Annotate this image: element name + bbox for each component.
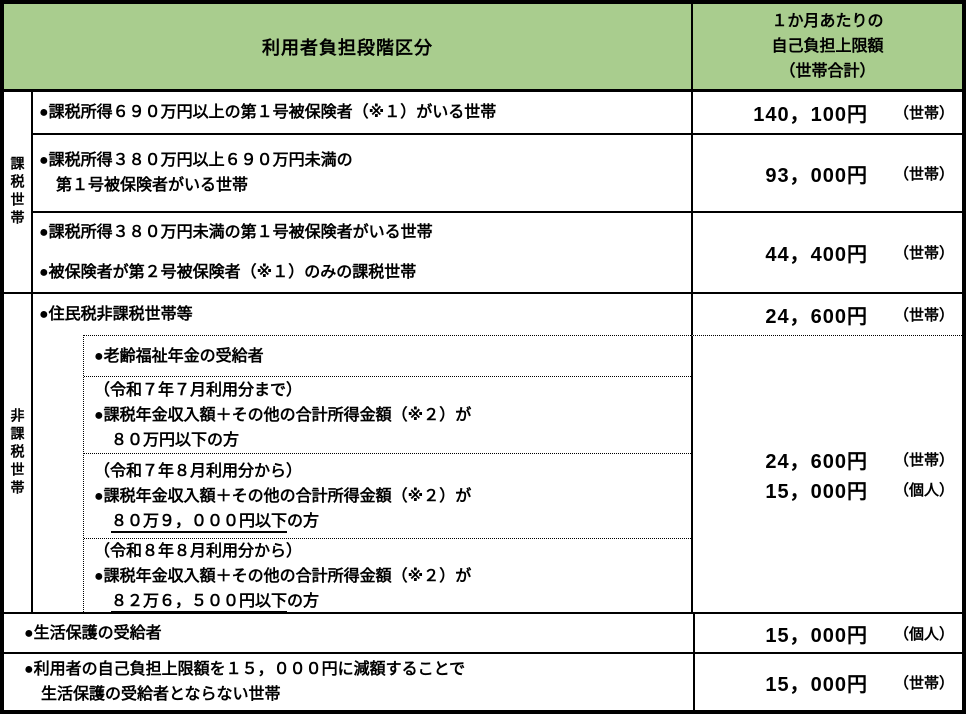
- amount-unit: （個人）: [893, 625, 954, 643]
- group-label-nontaxable-text: 非課税世帯: [9, 408, 26, 498]
- row-amount-cell: 140，100円 （世帯）: [691, 92, 962, 133]
- table-row: ●課税所得６９０万円以上の第１号被保険者（※１）がいる世帯 140，100円 （…: [33, 92, 962, 135]
- group-label-taxable-text: 課税世帯: [9, 156, 26, 228]
- row-desc: ●課税所得６９０万円以上の第１号被保険者（※１）がいる世帯: [39, 104, 497, 121]
- table-row: ●住民税非課税世帯等 24，600円 （世帯）: [33, 294, 962, 335]
- section-nontaxable-rows: ●住民税非課税世帯等 24，600円 （世帯） ●老齢福祉年金の受給者 （令和７…: [33, 294, 962, 613]
- amount-unit: （世帯）: [893, 451, 954, 469]
- header-limit-line3: （世帯合計）: [779, 63, 876, 80]
- row-desc: ●課税所得３８０万円未満の第１号被保険者がいる世帯 ●被保険者が第２号被保険者（…: [39, 224, 433, 281]
- header-limit-line1: １か月あたりの: [771, 13, 884, 30]
- amount-value: 15，000円: [765, 624, 868, 647]
- amount-unit: （世帯）: [893, 245, 954, 262]
- row-desc: ●課税所得３８０万円以上６９０万円未満の 第１号被保険者がいる世帯: [39, 152, 353, 194]
- amount-value: 140，100円: [753, 104, 868, 126]
- row-public-assistance: ●生活保護の受給者 15，000円 （個人）: [4, 614, 962, 654]
- inner-note-box: ●老齢福祉年金の受給者 （令和７年７月利用分まで） ●課税年金収入額＋その他の合…: [83, 335, 691, 613]
- row-amount-cell: 15，000円 （個人）: [693, 614, 962, 652]
- inner-row-until-jul-r7: （令和７年７月利用分まで） ●課税年金収入額＋その他の合計所得金額（※２）が ８…: [84, 376, 691, 453]
- group-label-taxable: 課税世帯: [4, 92, 33, 292]
- inner-row-pension-recipient: ●老齢福祉年金の受給者: [94, 347, 264, 365]
- row-amount-cell: 44，400円 （世帯）: [691, 213, 962, 292]
- header-limit-line2: 自己負担上限額: [771, 38, 884, 55]
- header-col-categories: 利用者負担段階区分: [4, 4, 693, 89]
- amount-unit: （世帯）: [893, 165, 954, 183]
- header-col-monthly-limit: １か月あたりの 自己負担上限額 （世帯合計）: [693, 4, 962, 89]
- amount-unit: （個人）: [893, 481, 954, 499]
- amount-value: 44，400円: [765, 244, 868, 266]
- amount-unit: （世帯）: [893, 105, 954, 122]
- amount-unit: （世帯）: [893, 307, 954, 324]
- row-amount-cell: 15，000円 （世帯）: [693, 654, 962, 710]
- inner-row-from-aug-r8: （令和８年８月利用分から） ●課税年金収入額＋その他の合計所得金額（※２）が ８…: [84, 538, 691, 613]
- table-row: ●課税所得３８０万円未満の第１号被保険者がいる世帯 ●被保険者が第２号被保険者（…: [33, 213, 962, 292]
- underlined-threshold: ８０万９，０００円以下: [111, 512, 288, 533]
- amount-value: 24，600円: [765, 450, 868, 473]
- row-desc: ●住民税非課税世帯等: [39, 306, 193, 323]
- amount-value: 15，000円: [765, 480, 868, 503]
- amount-value: 15，000円: [765, 673, 868, 696]
- nontaxable-detail-area: ●老齢福祉年金の受給者 （令和７年７月利用分まで） ●課税年金収入額＋その他の合…: [33, 335, 962, 613]
- amount-unit: （世帯）: [893, 674, 954, 692]
- row-amount-cell: 93，000円 （世帯）: [691, 135, 962, 211]
- amount-value: 24，600円: [765, 306, 868, 328]
- section-taxable: 課税世帯 ●課税所得６９０万円以上の第１号被保険者（※１）がいる世帯 140，1…: [4, 92, 962, 294]
- row-desc: ●生活保護の受給者: [24, 624, 162, 642]
- row-amount-cell: 24，600円 （世帯）: [691, 294, 962, 335]
- row-desc: ●利用者の自己負担上限額を１５，０００円に減額することで 生活保護の受給者となら…: [24, 661, 466, 703]
- nontaxable-detail-desc: ●老齢福祉年金の受給者 （令和７年７月利用分まで） ●課税年金収入額＋その他の合…: [33, 335, 691, 613]
- section-taxable-rows: ●課税所得６９０万円以上の第１号被保険者（※１）がいる世帯 140，100円 （…: [33, 92, 962, 292]
- table-header-row: 利用者負担段階区分 １か月あたりの 自己負担上限額 （世帯合計）: [4, 4, 962, 92]
- inner-row-from-aug-r7: （令和７年８月利用分から） ●課税年金収入額＋その他の合計所得金額（※２）が ８…: [84, 453, 691, 538]
- table-row: ●課税所得３８０万円以上６９０万円未満の 第１号被保険者がいる世帯 93，000…: [33, 135, 962, 213]
- amount-value: 93，000円: [765, 164, 868, 187]
- merged-amount-cell: 24，600円 （世帯） 15，000円 （個人）: [691, 335, 962, 612]
- section-nontaxable: 非課税世帯 ●住民税非課税世帯等 24，600円 （世帯） ●老齢福祉年金の受給…: [4, 294, 962, 614]
- row-reduction-household: ●利用者の自己負担上限額を１５，０００円に減額することで 生活保護の受給者となら…: [4, 654, 962, 710]
- underlined-threshold: ８２万６，５００円以下: [111, 592, 288, 613]
- group-label-nontaxable: 非課税世帯: [4, 294, 33, 612]
